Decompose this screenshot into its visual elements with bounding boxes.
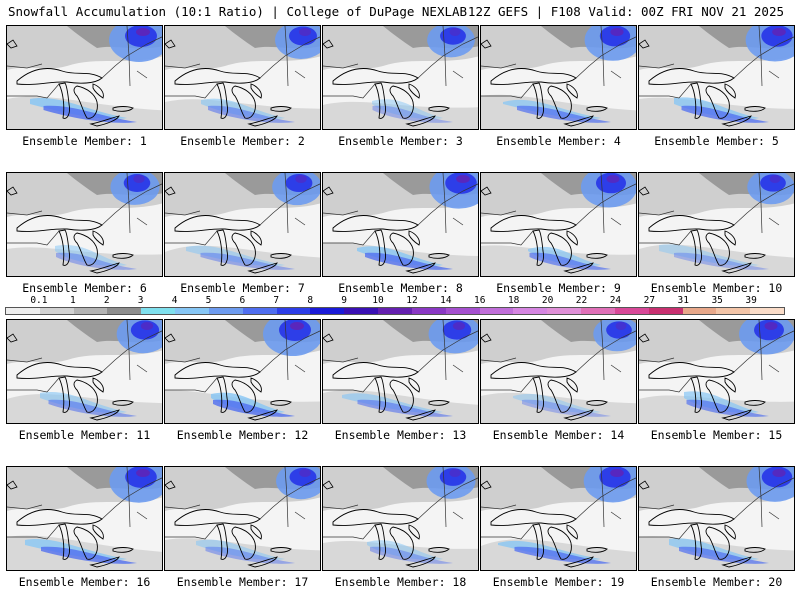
colorbar-tick-label: 24	[609, 295, 622, 306]
colorbar-swatches	[5, 307, 785, 315]
colorbar-swatch-10	[310, 308, 345, 314]
colorbar-swatch-22	[716, 308, 751, 314]
colorbar-swatch-15	[479, 308, 514, 314]
colorbar-tick-label: 9	[341, 295, 347, 306]
ensemble-member-6-label: Ensemble Member: 6	[22, 281, 147, 295]
colorbar-swatch-17	[547, 308, 582, 314]
ensemble-member-20-map	[638, 466, 795, 571]
ensemble-member-3-map	[322, 25, 479, 130]
colorbar-swatch-6	[175, 308, 209, 314]
colorbar-tick-label: 18	[507, 295, 520, 306]
ensemble-member-14-label: Ensemble Member: 14	[492, 428, 625, 442]
ensemble-member-19-map	[480, 466, 637, 571]
colorbar-tick-label: 10	[372, 295, 384, 306]
colorbar-tick-label: 16	[474, 295, 486, 306]
ensemble-member-15-label: Ensemble Member: 15	[650, 428, 783, 442]
ensemble-member-4-map	[480, 25, 637, 130]
colorbar-swatch-7	[208, 308, 243, 314]
ensemble-member-16-map	[6, 466, 163, 571]
ensemble-member-6-map	[6, 172, 163, 277]
ensemble-member-2-label: Ensemble Member: 2	[180, 134, 305, 148]
ensemble-member-1-map	[6, 25, 163, 130]
ensemble-member-20-label: Ensemble Member: 20	[650, 575, 783, 589]
colorbar-swatch-1	[6, 308, 40, 314]
ensemble-member-9-label: Ensemble Member: 9	[496, 281, 621, 295]
colorbar-tick-label: 0.1	[30, 295, 48, 306]
colorbar-tick-label: 22	[575, 295, 588, 306]
ensemble-member-11-label: Ensemble Member: 11	[18, 428, 151, 442]
ensemble-member-17-label: Ensemble Member: 17	[176, 575, 309, 589]
colorbar-swatch-18	[581, 308, 615, 314]
ensemble-member-9-map	[480, 172, 637, 277]
colorbar-swatch-21	[682, 308, 717, 314]
colorbar-swatch-14	[445, 308, 480, 314]
ensemble-member-12-label: Ensemble Member: 12	[176, 428, 309, 442]
colorbar-tick-label: 3	[137, 295, 144, 306]
ensemble-member-3-label: Ensemble Member: 3	[338, 134, 463, 148]
colorbar-swatch-3	[73, 308, 108, 314]
colorbar-swatch-16	[513, 308, 548, 314]
colorbar-labels: 0.1 1 2 3 4 5 6 7 8 9 10 12 14 16 18 20 22 24 27 31 35 39	[5, 296, 785, 307]
snowfall-colorbar: 0.1 1 2 3 4 5 6 7 8 9 10 12 14 16 18 20 22 24 27 31 35 39	[5, 296, 785, 318]
colorbar-tick-label: 12	[406, 295, 418, 306]
header: Snowfall Accumulation (10:1 Ratio) | Col…	[0, 0, 800, 24]
ensemble-member-8-map	[322, 172, 479, 277]
ensemble-member-8-label: Ensemble Member: 8	[338, 281, 463, 295]
ensemble-member-2-map	[164, 25, 321, 130]
colorbar-swatch-4	[107, 308, 142, 314]
colorbar-swatch-9	[276, 308, 311, 314]
colorbar-tick-label: 14	[440, 295, 452, 306]
colorbar-tick-label: 20	[541, 295, 554, 306]
ensemble-member-18-map	[322, 466, 479, 571]
ensemble-member-14-map	[480, 319, 637, 424]
ensemble-member-15-map	[638, 319, 795, 424]
colorbar-tick-label: 4	[171, 295, 178, 306]
colorbar-tick-label: 1	[69, 295, 76, 306]
ensemble-member-5-label: Ensemble Member: 5	[654, 134, 779, 148]
colorbar-swatch-20	[648, 308, 683, 314]
colorbar-swatch-8	[242, 308, 277, 314]
map-title: Snowfall Accumulation (10:1 Ratio) | Col…	[8, 4, 468, 19]
model-run-info: 12Z GEFS | F108 Valid: 00Z FRI NOV 21 20…	[467, 4, 784, 19]
colorbar-swatch-12	[378, 308, 412, 314]
ensemble-member-12-map	[164, 319, 321, 424]
colorbar-swatch-13	[411, 308, 446, 314]
colorbar-swatch-23	[750, 308, 785, 314]
colorbar-swatch-11	[344, 308, 379, 314]
ensemble-member-10-label: Ensemble Member: 10	[650, 281, 783, 295]
ensemble-member-16-label: Ensemble Member: 16	[18, 575, 151, 589]
colorbar-tick-label: 8	[307, 295, 314, 306]
colorbar-tick-label: 35	[711, 295, 723, 306]
colorbar-tick-label: 27	[643, 295, 656, 306]
ensemble-member-1-label: Ensemble Member: 1	[22, 134, 147, 148]
ensemble-member-5-map	[638, 25, 795, 130]
colorbar-swatch-2	[39, 308, 74, 314]
ensemble-member-7-map	[164, 172, 321, 277]
colorbar-tick-label: 7	[273, 295, 280, 306]
colorbar-tick-label: 39	[745, 295, 757, 306]
colorbar-swatch-5	[141, 308, 176, 314]
colorbar-tick-label: 6	[239, 295, 246, 306]
ensemble-member-4-label: Ensemble Member: 4	[496, 134, 621, 148]
ensemble-member-18-label: Ensemble Member: 18	[334, 575, 467, 589]
ensemble-member-10-map	[638, 172, 795, 277]
ensemble-member-17-map	[164, 466, 321, 571]
ensemble-member-19-label: Ensemble Member: 19	[492, 575, 625, 589]
colorbar-swatch-19	[614, 308, 649, 314]
ensemble-member-7-label: Ensemble Member: 7	[180, 281, 305, 295]
ensemble-member-13-label: Ensemble Member: 13	[334, 428, 467, 442]
colorbar-tick-label: 31	[677, 295, 689, 306]
ensemble-member-11-map	[6, 319, 163, 424]
colorbar-tick-label: 5	[205, 295, 212, 306]
colorbar-tick-label: 2	[103, 295, 110, 306]
ensemble-member-13-map	[322, 319, 479, 424]
